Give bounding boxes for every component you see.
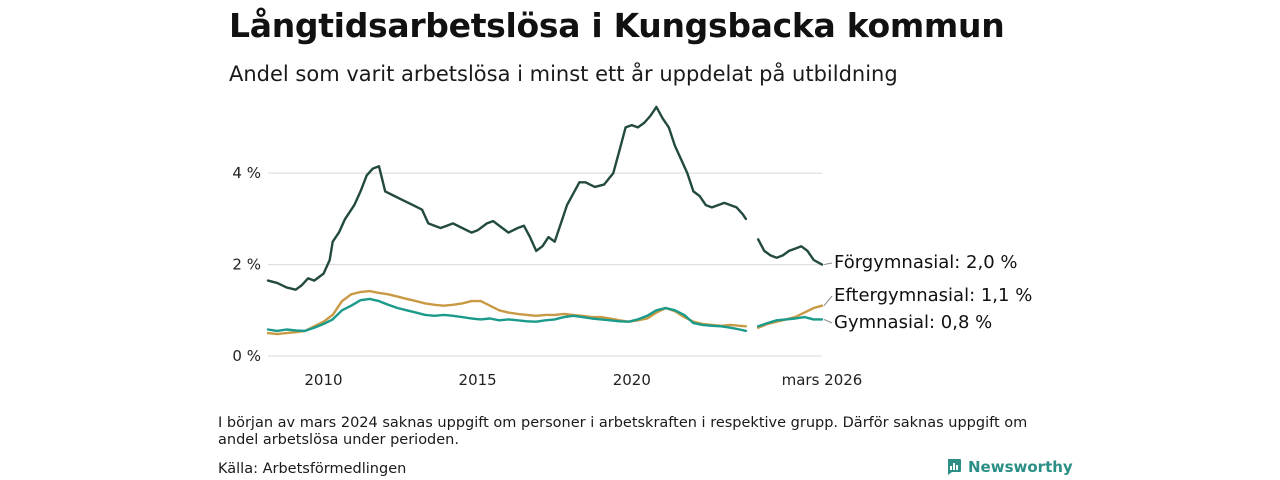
grid-lines [268,172,822,357]
series-line-gymnasial-after-gap [757,315,824,328]
series-end-label: Förgymnasial: 2,0 % [834,252,1018,273]
y-tick-label: 4 % [232,164,261,182]
brand-logo: Newsworthy [946,458,1073,476]
chart-title: Långtidsarbetslösa i Kungsbacka kommun [229,6,1005,45]
series-end-label: Eftergymnasial: 1,1 % [834,285,1032,306]
x-tick-label: 2015 [459,371,497,389]
y-tick-label: 2 % [232,256,261,274]
source-credit: Källa: Arbetsförmedlingen [218,461,407,477]
x-tick-label: mars 2026 [782,371,863,389]
leader-line [823,295,833,307]
x-tick-label: 2010 [304,371,342,389]
series-end-label: Gymnasial: 0,8 % [834,312,992,333]
footnote: I början av mars 2024 saknas uppgift om … [218,415,1028,448]
brand-name: Newsworthy [968,458,1073,476]
leader-line [823,262,833,266]
series-line-gymnasial-before-gap [266,297,748,333]
y-tick-label: 0 % [232,347,261,365]
line-chart: 0 % 2 % 4 % 2010 2015 2020 mars 2026 Förgymna… [232,105,1032,389]
newsworthy-logo-icon [948,459,961,475]
series-line-förgymnasial-after-gap [757,238,824,266]
chart-subtitle: Andel som varit arbetslösa i minst ett å… [229,62,898,86]
x-tick-label: 2020 [613,371,651,389]
series-end-labels: Förgymnasial: 2,0 % Eftergymnasial: 1,1 %… [823,252,1032,333]
series-line-förgymnasial-before-gap [266,105,748,291]
y-axis-ticks: 0 % 2 % 4 % [232,164,261,365]
series-lines [266,105,824,336]
series-line-eftergymnasial-after-gap [757,304,824,329]
x-axis-ticks: 2010 2015 2020 mars 2026 [304,371,862,389]
leader-line [823,318,833,324]
